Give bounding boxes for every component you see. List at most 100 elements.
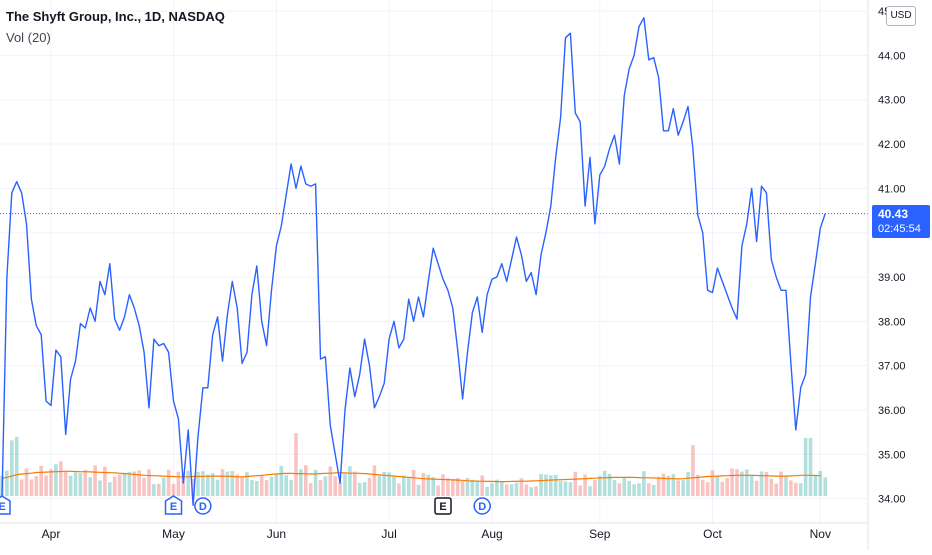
dividend-marker[interactable]: D: [194, 497, 212, 515]
volume-bar: [823, 477, 827, 496]
volume-bar: [455, 477, 460, 496]
volume-bar: [392, 476, 396, 496]
event-marker-label: E: [439, 501, 446, 513]
volume-bar: [220, 469, 225, 496]
y-tick-label: 37.00: [878, 361, 906, 373]
x-tick-label: Oct: [703, 527, 722, 541]
volume-ma-line: [1, 470, 821, 483]
volume-bar: [602, 470, 607, 496]
volume-bar: [88, 477, 92, 496]
volume-bar: [666, 475, 671, 496]
volume-bar: [593, 480, 597, 496]
dividend-marker-circle: [194, 497, 212, 515]
volume-bar: [573, 471, 578, 496]
volume-bar: [495, 479, 499, 496]
volume-bar: [789, 480, 793, 496]
volume-bar: [19, 479, 24, 496]
volume-bar: [416, 484, 421, 496]
volume-bar: [745, 469, 749, 496]
volume-bar: [108, 482, 112, 496]
x-axis-ticks[interactable]: Apr May Jun Jul Aug Sep Oct Nov: [42, 527, 831, 541]
x-tick-label: May: [162, 527, 185, 541]
volume-bar: [460, 481, 465, 496]
volume-bar: [671, 474, 676, 496]
volume-bar: [798, 483, 803, 496]
volume-bar: [5, 470, 9, 496]
volume-bar: [73, 472, 78, 496]
volume-bar: [294, 433, 298, 496]
earnings-marker[interactable]: E: [434, 497, 452, 515]
volume-bar: [240, 477, 244, 496]
volume-bar: [44, 475, 48, 496]
volume-bar: [813, 475, 818, 496]
y-tick-label: 42.00: [878, 139, 906, 151]
volume-bar: [465, 477, 470, 496]
volume-bar: [318, 480, 323, 496]
volume-bar: [612, 480, 617, 496]
y-axis-ticks[interactable]: 34.0035.0036.0037.0038.0039.0040.0041.00…: [878, 6, 906, 506]
volume-bar: [147, 469, 151, 496]
x-tick-label: Jun: [267, 527, 286, 541]
volume-bar: [299, 469, 303, 496]
grid-lines: [0, 0, 868, 523]
volume-bar: [406, 478, 411, 496]
volume-bar: [627, 480, 631, 496]
volume-bar: [127, 472, 132, 496]
volume-bar: [642, 471, 646, 496]
volume-bar: [676, 480, 680, 496]
volume-bar: [784, 476, 788, 496]
volume-bar: [720, 481, 725, 496]
volume-bar: [284, 475, 288, 496]
volume-bar: [117, 474, 122, 496]
chart-title[interactable]: The Shyft Group, Inc., 1D, NASDAQ: [6, 9, 225, 24]
dividend-marker-circle: [473, 497, 491, 515]
volume-bar: [353, 471, 357, 496]
volume-bar: [710, 470, 715, 496]
volume-bar: [568, 482, 573, 496]
volume-bar: [14, 436, 19, 496]
volume-bar: [63, 470, 68, 496]
volume-indicator-label[interactable]: Vol (20): [6, 30, 51, 45]
volume-bar: [372, 465, 377, 496]
currency-button[interactable]: USD: [886, 6, 916, 26]
volume-bar: [436, 485, 440, 496]
axes: [0, 0, 869, 550]
volume-bar: [93, 465, 97, 496]
volume-bar: [54, 464, 58, 496]
volume-bar: [59, 461, 63, 496]
volume-bar: [808, 437, 813, 496]
volume-bar: [387, 472, 391, 496]
earnings-marker[interactable]: E: [0, 495, 11, 515]
volume-bar: [715, 475, 720, 496]
y-tick-label: 44.00: [878, 50, 906, 62]
volume-bar: [740, 471, 744, 496]
volume-bar: [656, 476, 661, 496]
volume-bar: [661, 473, 666, 496]
volume-bar: [480, 475, 484, 496]
last-price-value: 40.43: [878, 207, 909, 221]
earnings-marker[interactable]: E: [164, 495, 183, 515]
volume-bar: [470, 479, 475, 496]
volume-bar: [539, 474, 543, 496]
volume-bar: [235, 474, 239, 496]
volume-bar: [152, 484, 156, 496]
volume-bar: [749, 474, 754, 496]
x-tick-label: Aug: [481, 527, 502, 541]
volume-bar: [705, 482, 710, 496]
volume-bar: [700, 479, 705, 496]
volume-bar: [34, 476, 39, 496]
volume-bar: [274, 473, 279, 496]
volume-bar: [504, 484, 509, 496]
volume-bar: [441, 474, 445, 496]
volume-bar: [279, 465, 284, 496]
volume-bar: [210, 473, 215, 496]
volume-bar: [24, 468, 29, 496]
y-tick-label: 36.00: [878, 405, 906, 417]
y-tick-label: 35.00: [878, 449, 906, 461]
volume-bar: [264, 480, 269, 496]
volume-bar: [68, 475, 73, 496]
dividend-marker[interactable]: D: [473, 497, 491, 515]
